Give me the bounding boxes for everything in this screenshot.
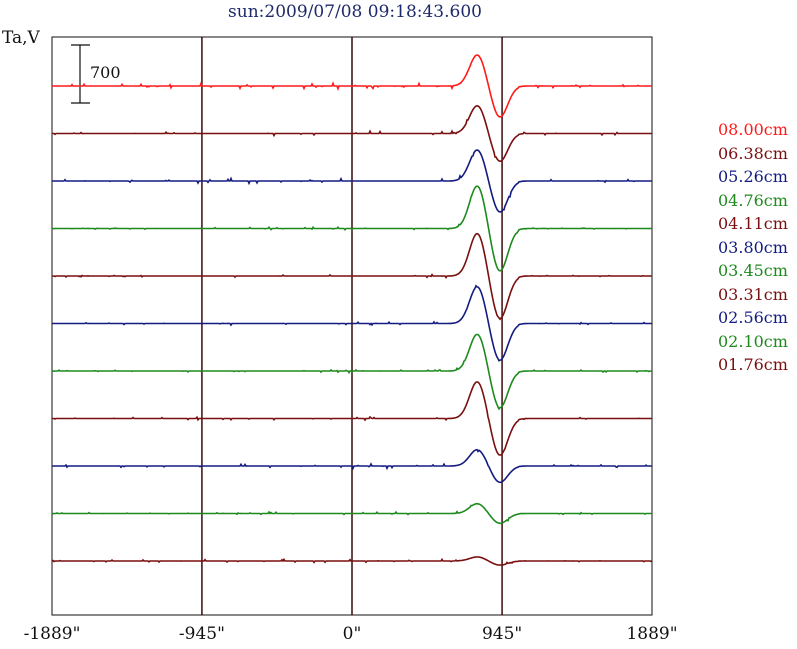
legend-entry: 06.38cm — [718, 143, 788, 163]
scale-bar — [71, 44, 90, 104]
legend-entry: 02.10cm — [718, 331, 788, 351]
series-line — [52, 333, 652, 411]
legend-entry: 03.80cm — [718, 237, 788, 257]
series-line — [52, 284, 652, 362]
legend-entry: 02.56cm — [718, 308, 788, 327]
series-line — [51, 556, 653, 566]
legend-entry: 01.76cm — [718, 355, 788, 374]
y-axis-label: Ta,V — [2, 28, 40, 48]
x-tick-label: -1889" — [23, 624, 81, 644]
series-line — [52, 104, 652, 163]
series-line — [52, 185, 652, 272]
legend-entry: 03.31cm — [718, 284, 788, 304]
legend: 08.00cm 06.38cm 05.26cm 04.76cm 04.11cm 03.80… — [718, 118, 797, 377]
series-line — [52, 232, 652, 321]
series-line — [52, 54, 652, 118]
series-line — [52, 381, 652, 456]
x-tick-label: -945" — [178, 624, 225, 644]
chart-title: sun:2009/07/08 09:18:43.600 — [228, 2, 482, 22]
x-tick-label: 1889" — [626, 624, 678, 644]
legend-entry: 08.00cm — [718, 120, 788, 139]
series-line — [51, 502, 652, 525]
legend-entry: 03.45cm — [718, 261, 788, 280]
x-tick-label: 0" — [342, 624, 362, 644]
legend-entry: 04.76cm — [718, 190, 788, 210]
x-tick-label: 945" — [481, 624, 523, 644]
legend-entry: 05.26cm — [718, 167, 788, 186]
series-line — [52, 448, 652, 484]
series-line — [52, 149, 652, 213]
legend-entry: 04.11cm — [718, 214, 788, 233]
scale-bar-label: 700 — [90, 63, 121, 82]
